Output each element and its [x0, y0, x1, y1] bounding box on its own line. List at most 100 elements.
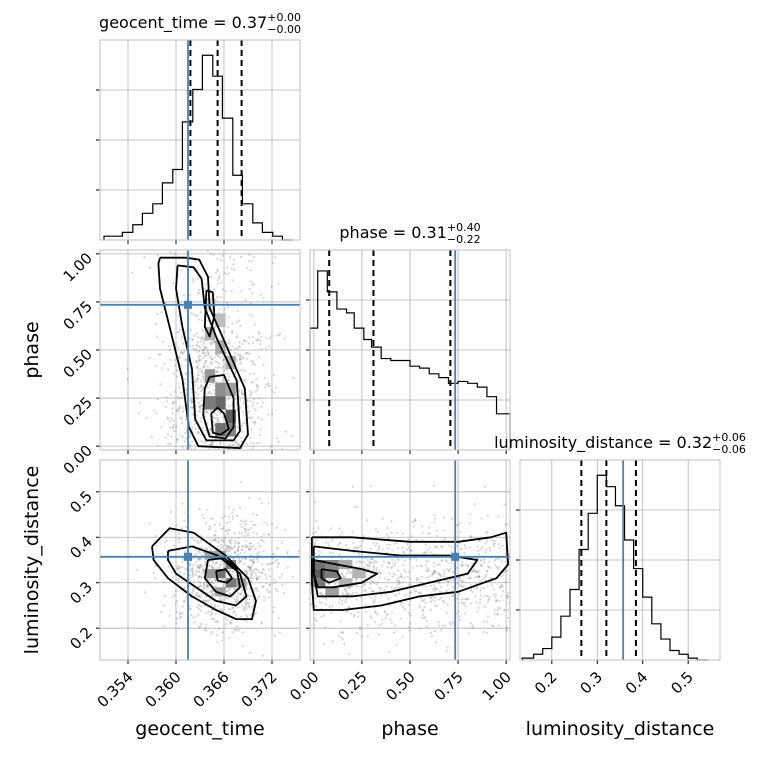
sample-point — [238, 558, 241, 562]
sample-point — [409, 558, 412, 561]
sample-point — [337, 544, 340, 547]
sample-point — [498, 546, 501, 550]
truth-marker — [184, 300, 192, 309]
sample-point — [466, 598, 470, 601]
sample-point — [198, 574, 201, 577]
sample-point — [206, 349, 209, 352]
sample-point — [478, 570, 481, 573]
sample-point — [198, 406, 201, 409]
sample-point — [369, 582, 372, 585]
sample-point — [200, 576, 203, 579]
sample-point — [222, 539, 225, 543]
sample-point — [211, 357, 214, 361]
sample-point — [246, 593, 249, 596]
sample-point — [252, 560, 255, 563]
sample-point — [249, 558, 252, 562]
sample-point — [482, 620, 485, 623]
sample-point — [495, 565, 499, 569]
sample-point — [198, 566, 201, 569]
sample-point — [257, 597, 260, 600]
sample-point — [210, 618, 213, 621]
sample-point — [200, 384, 203, 387]
sample-point — [224, 290, 227, 293]
sample-point — [197, 570, 201, 573]
sample-point — [185, 358, 188, 362]
sample-point — [456, 597, 459, 600]
sample-point — [218, 362, 221, 365]
sample-point — [204, 611, 207, 615]
sample-point — [191, 575, 195, 578]
sample-point — [330, 611, 333, 614]
sample-point — [267, 381, 270, 385]
sample-point — [202, 517, 205, 520]
sample-point — [380, 622, 383, 626]
sample-point — [396, 547, 400, 550]
sample-point — [255, 587, 258, 590]
sample-point — [247, 566, 250, 569]
sample-point — [211, 591, 214, 594]
sample-point — [434, 604, 437, 608]
sample-point — [241, 422, 244, 425]
sample-point — [199, 407, 202, 410]
sample-point — [274, 559, 277, 562]
sample-point — [255, 578, 258, 581]
sample-point — [237, 562, 240, 565]
sample-point — [449, 578, 452, 582]
sample-point — [218, 598, 221, 601]
sample-point — [448, 569, 451, 572]
sample-point — [139, 401, 142, 404]
sample-point — [476, 545, 479, 548]
sample-point — [421, 539, 424, 542]
sample-point — [397, 578, 400, 582]
sample-point — [437, 624, 441, 628]
sample-point — [479, 579, 482, 582]
sample-point — [221, 288, 224, 291]
sample-point — [232, 443, 236, 446]
sample-point — [455, 524, 459, 527]
sample-point — [252, 604, 255, 607]
sample-point — [236, 598, 239, 602]
sample-point — [173, 400, 176, 404]
sample-point — [315, 619, 318, 623]
sample-point — [188, 564, 191, 567]
sample-point — [478, 575, 481, 579]
sample-point — [227, 316, 230, 319]
sample-point — [189, 446, 192, 450]
sample-point — [185, 418, 188, 421]
sample-point — [210, 392, 213, 395]
sample-point — [247, 416, 251, 419]
density-bin — [204, 550, 216, 560]
sample-point — [262, 568, 266, 571]
sample-point — [487, 599, 490, 602]
sample-point — [199, 581, 202, 584]
sample-point — [361, 585, 364, 589]
sample-point — [486, 615, 490, 618]
sample-point — [446, 603, 449, 606]
sample-point — [256, 589, 259, 592]
sample-point — [201, 349, 204, 352]
sample-point — [476, 587, 479, 590]
sample-point — [210, 443, 214, 446]
sample-point — [206, 508, 209, 512]
sample-point — [345, 572, 349, 575]
sample-point — [260, 501, 263, 505]
sample-point — [487, 565, 490, 569]
sample-point — [392, 631, 395, 634]
sample-point — [479, 559, 483, 562]
sample-point — [232, 258, 235, 261]
sample-point — [199, 575, 202, 578]
sample-point — [395, 643, 398, 646]
sample-point — [486, 595, 489, 598]
sample-point — [251, 292, 254, 295]
sample-point — [190, 387, 193, 391]
sample-point — [286, 550, 289, 553]
sample-point — [232, 607, 235, 610]
sample-point — [435, 604, 439, 608]
sample-point — [266, 523, 269, 526]
sample-point — [175, 600, 178, 603]
sample-point — [236, 441, 239, 445]
sample-point — [236, 549, 239, 552]
sample-point — [208, 663, 210, 665]
sample-point — [220, 561, 223, 564]
sample-point — [367, 565, 371, 568]
